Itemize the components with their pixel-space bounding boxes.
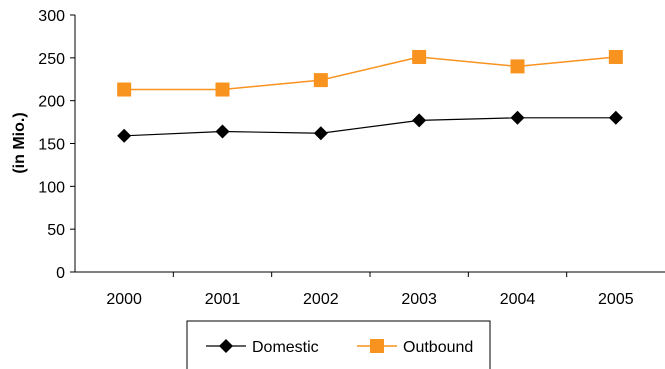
square-marker bbox=[510, 59, 525, 74]
x-tick-label: 2002 bbox=[303, 291, 339, 308]
y-axis-title: (in Mio.) bbox=[11, 112, 28, 173]
legend-label: Domestic bbox=[252, 339, 319, 356]
x-tick-label: 2001 bbox=[205, 291, 241, 308]
square-marker bbox=[117, 82, 132, 97]
diamond-marker bbox=[215, 124, 230, 139]
square-marker bbox=[412, 49, 427, 64]
y-tick-label: 100 bbox=[38, 179, 65, 196]
y-ticks: 0 50 100 150 200 250 300 bbox=[38, 8, 75, 282]
y-tick-label: 50 bbox=[47, 222, 65, 239]
legend: Domestic Outbound bbox=[186, 320, 491, 369]
y-tick-label: 300 bbox=[38, 8, 65, 25]
legend-item-domestic: Domestic bbox=[206, 339, 319, 356]
axes bbox=[74, 15, 665, 273]
diamond-marker bbox=[117, 128, 132, 143]
legend-box bbox=[186, 320, 491, 369]
legend-item-outbound: Outbound bbox=[357, 339, 473, 356]
x-tick-label: 2000 bbox=[106, 291, 142, 308]
series-outbound bbox=[117, 49, 623, 97]
legend-square-icon bbox=[370, 339, 384, 353]
y-tick-label: 150 bbox=[38, 137, 65, 154]
series-domestic bbox=[117, 110, 623, 143]
series-layer bbox=[117, 49, 623, 143]
x-tick-label: 2004 bbox=[500, 291, 536, 308]
x-tick-label: 2005 bbox=[598, 291, 634, 308]
y-tick-label: 200 bbox=[38, 94, 65, 111]
square-marker bbox=[608, 49, 623, 64]
square-marker bbox=[215, 82, 230, 97]
diamond-marker bbox=[510, 110, 525, 125]
x-ticks: 2000 2001 2002 2003 2004 2005 bbox=[106, 272, 634, 308]
legend-label: Outbound bbox=[403, 339, 473, 356]
diamond-marker bbox=[608, 110, 623, 125]
square-marker bbox=[313, 73, 328, 88]
y-tick-label: 0 bbox=[56, 265, 65, 282]
diamond-marker bbox=[412, 113, 427, 128]
series-line bbox=[124, 56, 616, 91]
y-tick-label: 250 bbox=[38, 51, 65, 68]
legend-diamond-icon bbox=[219, 339, 233, 353]
x-tick-label: 2003 bbox=[401, 291, 437, 308]
diamond-marker bbox=[313, 126, 328, 141]
series-line bbox=[124, 117, 616, 137]
